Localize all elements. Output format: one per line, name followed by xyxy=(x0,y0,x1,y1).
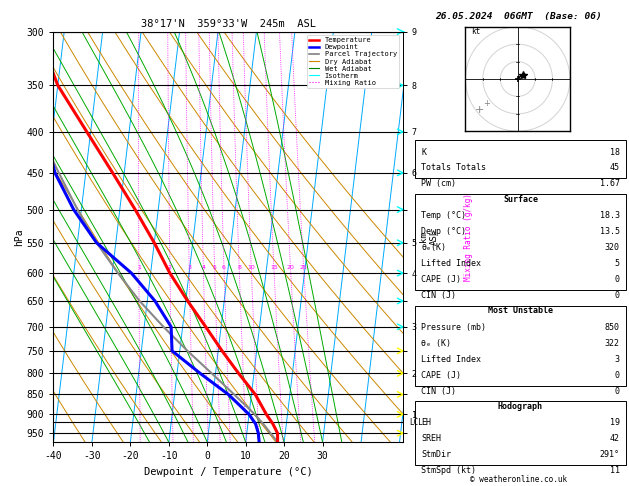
Text: 1: 1 xyxy=(137,265,141,270)
Text: Hodograph: Hodograph xyxy=(498,402,543,411)
Text: SREH: SREH xyxy=(421,434,442,443)
Text: StmSpd (kt): StmSpd (kt) xyxy=(421,466,476,475)
Text: PW (cm): PW (cm) xyxy=(421,179,457,189)
Text: Mixing Ratio (g/kg): Mixing Ratio (g/kg) xyxy=(464,193,474,281)
Text: 291°: 291° xyxy=(599,451,620,459)
Bar xyxy=(415,306,626,385)
Text: 2: 2 xyxy=(168,265,172,270)
Text: 4: 4 xyxy=(201,265,205,270)
Text: CAPE (J): CAPE (J) xyxy=(421,275,462,284)
Text: Totals Totals: Totals Totals xyxy=(421,163,486,173)
Text: 11: 11 xyxy=(610,466,620,475)
Text: kt: kt xyxy=(470,27,480,35)
Text: 3: 3 xyxy=(615,355,620,364)
Text: LCL: LCL xyxy=(409,417,423,427)
Text: 8: 8 xyxy=(237,265,241,270)
Text: 20: 20 xyxy=(286,265,294,270)
Text: 19: 19 xyxy=(610,418,620,428)
Text: CIN (J): CIN (J) xyxy=(421,291,457,300)
Legend: Temperature, Dewpoint, Parcel Trajectory, Dry Adiabat, Wet Adiabat, Isotherm, Mi: Temperature, Dewpoint, Parcel Trajectory… xyxy=(307,35,399,88)
Text: 850: 850 xyxy=(604,323,620,332)
Text: 5: 5 xyxy=(615,259,620,268)
Bar xyxy=(415,194,626,290)
Text: θₑ (K): θₑ (K) xyxy=(421,339,452,348)
Text: EH: EH xyxy=(421,418,431,428)
Text: Pressure (mb): Pressure (mb) xyxy=(421,323,486,332)
Text: StmDir: StmDir xyxy=(421,451,452,459)
Text: Temp (°C): Temp (°C) xyxy=(421,211,467,220)
Text: K: K xyxy=(421,148,426,156)
Text: Lifted Index: Lifted Index xyxy=(421,355,481,364)
Text: 0: 0 xyxy=(615,275,620,284)
Text: 1.67: 1.67 xyxy=(599,179,620,189)
Text: 0: 0 xyxy=(615,291,620,300)
Text: CAPE (J): CAPE (J) xyxy=(421,371,462,380)
Text: 6: 6 xyxy=(222,265,226,270)
Bar xyxy=(415,140,626,178)
Text: © weatheronline.co.uk: © weatheronline.co.uk xyxy=(470,474,567,484)
Text: 25: 25 xyxy=(299,265,308,270)
Text: 18.3: 18.3 xyxy=(599,211,620,220)
Text: +: + xyxy=(475,105,484,115)
Text: Dewp (°C): Dewp (°C) xyxy=(421,227,467,236)
Text: CIN (J): CIN (J) xyxy=(421,386,457,396)
Text: 320: 320 xyxy=(604,243,620,252)
Text: 0: 0 xyxy=(615,371,620,380)
Title: 38°17'N  359°33'W  245m  ASL: 38°17'N 359°33'W 245m ASL xyxy=(140,19,316,30)
Text: 3: 3 xyxy=(187,265,191,270)
Text: θₑ(K): θₑ(K) xyxy=(421,243,447,252)
Text: +: + xyxy=(483,99,490,108)
Text: 15: 15 xyxy=(270,265,278,270)
Text: 45: 45 xyxy=(610,163,620,173)
Bar xyxy=(415,401,626,465)
Text: 5: 5 xyxy=(213,265,216,270)
Text: 26.05.2024  06GMT  (Base: 06): 26.05.2024 06GMT (Base: 06) xyxy=(435,12,603,21)
Text: 10: 10 xyxy=(247,265,255,270)
X-axis label: Dewpoint / Temperature (°C): Dewpoint / Temperature (°C) xyxy=(143,467,313,477)
Text: 0: 0 xyxy=(615,386,620,396)
Text: Most Unstable: Most Unstable xyxy=(488,306,553,315)
Text: 13.5: 13.5 xyxy=(599,227,620,236)
Text: 42: 42 xyxy=(610,434,620,443)
Text: Surface: Surface xyxy=(503,194,538,204)
Y-axis label: hPa: hPa xyxy=(14,228,24,246)
Text: 322: 322 xyxy=(604,339,620,348)
Text: 18: 18 xyxy=(610,148,620,156)
Text: Lifted Index: Lifted Index xyxy=(421,259,481,268)
Y-axis label: km
ASL: km ASL xyxy=(420,229,439,245)
